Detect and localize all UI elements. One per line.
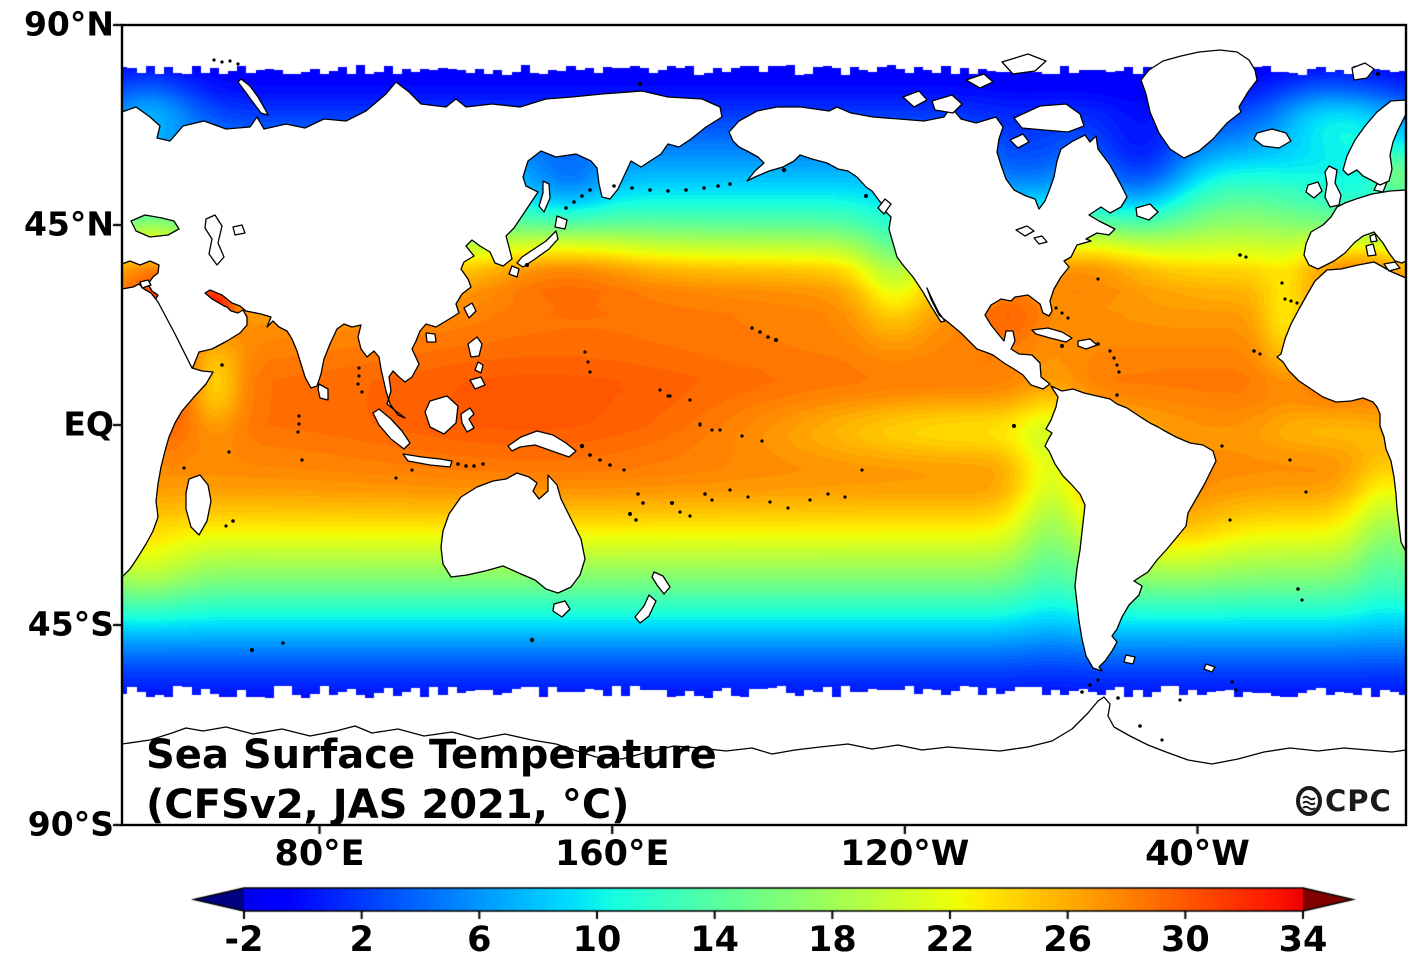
land-victoria-island	[931, 94, 963, 114]
land-new-zealand-south	[634, 594, 657, 624]
land-borneo	[424, 395, 459, 435]
y-tick-label: 45°N	[23, 204, 114, 244]
colorbar-tick-label: 34	[1278, 920, 1328, 960]
land-sardinia	[1365, 243, 1377, 257]
colorbar-tick-label: 14	[690, 920, 740, 960]
land-south-georgia	[1203, 663, 1216, 673]
lake-caspian	[204, 214, 225, 266]
land-falkland-islands	[1123, 654, 1136, 665]
map-title-line1: Sea Surface Temperature	[146, 732, 717, 778]
land-north-america	[728, 106, 1128, 390]
land-new-guinea	[507, 430, 577, 458]
y-tick-label: 45°S	[27, 604, 114, 644]
land-honshu	[516, 230, 559, 268]
land-layer	[122, 49, 1406, 825]
land-madagascar	[185, 474, 212, 536]
land-sakhalin	[538, 180, 551, 213]
wave-circle-icon	[1296, 786, 1322, 816]
land-vancouver-island	[877, 198, 892, 215]
land-antarctica	[122, 696, 1406, 825]
land-ellesmere-island	[1001, 53, 1047, 75]
land-hokkaido	[554, 215, 568, 230]
land-visayas	[474, 361, 484, 374]
colorbar-tick-label: 18	[807, 920, 857, 960]
map-title: Sea Surface Temperature (CFSv2, JAS 2021…	[146, 730, 717, 830]
lake-superior	[1015, 225, 1035, 237]
map-title-line2: (CFSv2, JAS 2021, °C)	[146, 782, 630, 828]
colorbar-tick-label: 6	[467, 920, 492, 960]
land-australia	[440, 472, 586, 594]
land-cyprus	[139, 279, 152, 289]
y-tick-label: EQ	[63, 404, 114, 444]
land-scandinavia	[1342, 99, 1406, 186]
land-luzon	[467, 336, 483, 358]
land-africa-west	[1276, 261, 1406, 553]
land-baffin-island	[1013, 103, 1085, 133]
lake-aral	[232, 224, 246, 236]
land-new-zealand-north	[651, 571, 671, 595]
x-tick-label: 40°W	[1145, 834, 1250, 874]
land-great-britain	[1324, 165, 1342, 208]
colorbar-tick-label: 2	[349, 920, 374, 960]
land-taiwan	[463, 302, 477, 319]
land-svalbard	[1351, 62, 1375, 81]
x-tick-label: 160°E	[554, 834, 670, 874]
y-tick-label: 90°S	[27, 804, 114, 844]
land-devon-island	[965, 73, 994, 89]
land-banks-island	[902, 90, 928, 108]
land-novaya-zemlya	[237, 78, 269, 116]
land-tasmania	[552, 600, 571, 618]
land-java	[402, 453, 453, 468]
colorbar-tick-label: 22	[925, 920, 975, 960]
y-tick-label: 90°N	[23, 4, 114, 44]
land-europe	[1303, 189, 1406, 270]
lake-michigan-huron	[1033, 235, 1048, 245]
x-tick-label: 80°E	[274, 834, 365, 874]
land-mindanao	[469, 376, 486, 390]
plot-border	[120, 23, 1408, 827]
land-sri-lanka	[317, 383, 329, 401]
land-africa-east	[122, 283, 214, 578]
land-corsica	[1369, 233, 1378, 243]
colorbar-tick-label: -2	[224, 920, 264, 960]
colorbar-tick-label: 10	[572, 920, 622, 960]
colorbar-tick-label: 26	[1043, 920, 1093, 960]
land-kyushu	[508, 265, 520, 278]
land-hispaniola	[1077, 338, 1098, 350]
land-hainan	[425, 332, 437, 343]
land-newfoundland	[1135, 203, 1159, 221]
land-cuba	[1031, 327, 1073, 343]
land-sicily	[1383, 261, 1401, 272]
cpc-logo-text: CPC	[1325, 784, 1392, 818]
land-south-america	[1044, 385, 1217, 672]
land-iceland	[1253, 128, 1292, 149]
x-tick-label: 120°W	[840, 834, 970, 874]
land-ireland	[1305, 181, 1323, 199]
island-dots	[182, 58, 1380, 742]
lakes	[204, 214, 1048, 266]
colorbar-tick-label: 30	[1160, 920, 1210, 960]
land-sulawesi	[460, 407, 475, 433]
cpc-logo: CPC	[1294, 784, 1392, 818]
land-southampton-island	[1009, 133, 1030, 149]
land-eurasia	[122, 81, 723, 419]
land-greenland	[1140, 49, 1258, 159]
land-sumatra	[372, 408, 411, 450]
